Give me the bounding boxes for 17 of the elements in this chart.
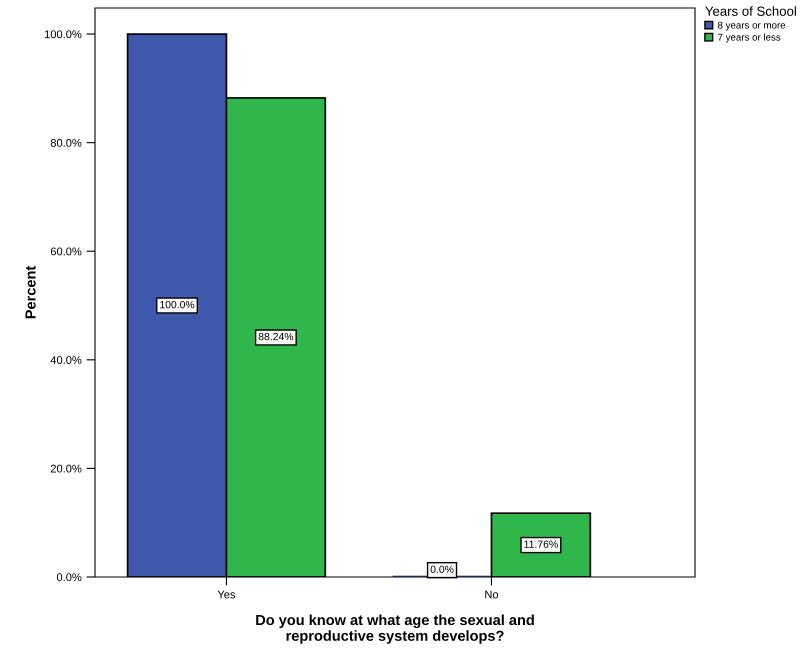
y-axis-title: Percent <box>26 266 36 318</box>
y-tick-label: 20.0% <box>50 464 82 473</box>
x-tick-label: Yes <box>218 590 236 598</box>
legend-label: 8 years or more <box>718 22 786 31</box>
x-tick-label: No <box>485 590 498 598</box>
data-label: 88.24% <box>258 332 294 340</box>
legend-title: Years of School <box>705 6 796 16</box>
y-tick-label: 100.0% <box>44 30 82 38</box>
y-tick-label: 40.0% <box>50 356 82 364</box>
data-label: 11.76% <box>524 540 558 548</box>
data-label: 100.0% <box>160 300 194 308</box>
y-tick-label: 80.0% <box>50 138 82 147</box>
data-label: 0.0% <box>430 566 454 573</box>
y-tick-label: 60.0% <box>50 248 82 256</box>
legend-label: 7 years or less <box>718 34 780 43</box>
y-tick-label: 0.0% <box>56 573 82 582</box>
x-axis-title: Do you know at what age the sexual and reproductive system develops? <box>256 614 534 644</box>
